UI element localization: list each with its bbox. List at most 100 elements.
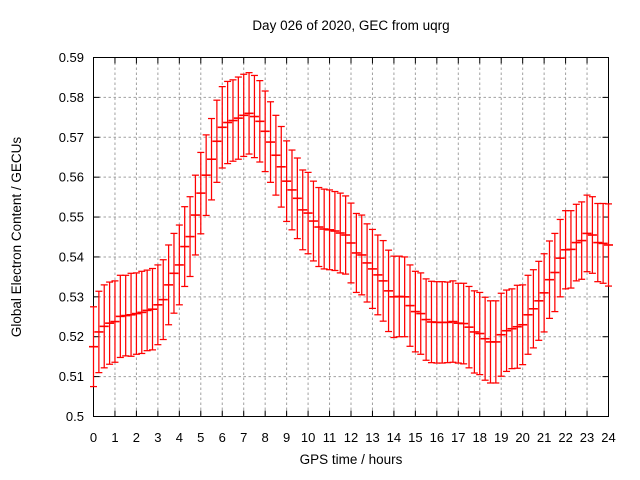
error-bar xyxy=(260,90,270,173)
error-bar xyxy=(539,253,549,333)
error-bar xyxy=(480,296,490,381)
error-bar xyxy=(89,306,98,388)
error-bar xyxy=(587,196,597,274)
error-bar xyxy=(502,289,512,373)
x-tick-label: 9 xyxy=(283,430,290,445)
error-bar xyxy=(384,249,394,333)
error-bar xyxy=(577,201,587,280)
x-tick-label: 16 xyxy=(430,430,444,445)
error-bar xyxy=(110,280,120,363)
error-bar xyxy=(233,76,243,160)
y-tick-label: 0.55 xyxy=(59,210,84,225)
error-bar xyxy=(410,270,420,353)
x-tick-label: 14 xyxy=(387,430,401,445)
error-bar xyxy=(249,74,259,159)
error-bar xyxy=(604,203,613,287)
x-tick-label: 15 xyxy=(408,430,422,445)
error-bar xyxy=(228,79,238,162)
error-bar xyxy=(464,285,474,369)
error-bar xyxy=(512,284,522,369)
error-bar xyxy=(164,244,174,326)
error-bar xyxy=(292,157,302,240)
error-bar xyxy=(196,151,206,235)
error-bar xyxy=(239,73,249,158)
y-tick-label: 0.52 xyxy=(59,329,84,344)
error-bar xyxy=(523,274,533,355)
error-bar xyxy=(357,214,367,296)
error-bar xyxy=(555,218,565,298)
error-bar xyxy=(174,224,184,306)
error-bar xyxy=(330,190,340,272)
x-tick-label: 22 xyxy=(558,430,572,445)
error-bar xyxy=(378,239,388,322)
y-tick-label: 0.5 xyxy=(66,409,84,424)
y-tick-label: 0.56 xyxy=(59,170,84,185)
error-bar xyxy=(207,117,217,201)
y-axis-label: Global Electron Content / GECUs xyxy=(9,137,24,338)
error-bar xyxy=(421,278,431,361)
error-bar xyxy=(598,202,608,284)
error-bar xyxy=(362,223,372,303)
error-bar xyxy=(303,171,313,255)
error-bar xyxy=(507,288,517,370)
y-tick-label: 0.51 xyxy=(59,369,84,384)
error-bar xyxy=(94,290,104,374)
error-bar xyxy=(571,203,581,282)
x-tick-label: 7 xyxy=(240,430,247,445)
x-tick-label: 23 xyxy=(580,430,594,445)
error-bar xyxy=(496,292,506,377)
error-bar xyxy=(169,232,179,314)
x-tick-label: 0 xyxy=(90,430,97,445)
x-tick-label: 11 xyxy=(323,430,337,445)
x-tick-label: 1 xyxy=(111,430,118,445)
error-bar xyxy=(528,269,538,349)
x-tick-label: 20 xyxy=(515,430,529,445)
error-bar xyxy=(298,169,308,251)
chart-title: Day 026 of 2020, GEC from uqrg xyxy=(252,18,449,33)
x-tick-label: 21 xyxy=(537,430,551,445)
error-bar xyxy=(223,80,233,165)
error-bar xyxy=(99,284,109,369)
error-bar xyxy=(367,228,377,310)
x-tick-label: 17 xyxy=(451,430,465,445)
error-bar xyxy=(126,272,136,357)
error-bar xyxy=(550,232,560,313)
x-tick-label: 8 xyxy=(262,430,269,445)
axes-layer: 0 1 2 3 4 5 6 7 8 9 10 11 12 13 14 15 16 17 18 19 20 21 22 23 24… xyxy=(59,50,616,445)
error-bar xyxy=(341,195,351,275)
x-tick-label: 12 xyxy=(344,430,358,445)
error-bar xyxy=(217,85,227,169)
error-bar xyxy=(405,264,415,347)
error-bar xyxy=(448,280,458,363)
error-bar xyxy=(582,194,592,273)
error-bar xyxy=(335,192,345,274)
error-bar xyxy=(400,256,410,338)
error-bar xyxy=(105,281,115,365)
error-bar xyxy=(212,99,222,183)
x-tick-label: 3 xyxy=(154,430,161,445)
error-bar xyxy=(325,189,335,271)
error-bar xyxy=(534,260,544,341)
error-bar xyxy=(346,202,356,284)
error-bar xyxy=(276,125,286,208)
x-axis-label: GPS time / hours xyxy=(300,452,403,467)
y-tick-label: 0.57 xyxy=(59,130,84,145)
error-bar xyxy=(544,240,554,319)
error-bar xyxy=(416,272,426,355)
y-tick-label: 0.54 xyxy=(59,249,84,264)
error-bar xyxy=(180,206,190,288)
error-bar xyxy=(255,80,265,163)
error-bar xyxy=(142,269,152,352)
error-bar xyxy=(282,140,292,223)
error-bar-series xyxy=(89,72,613,388)
x-tick-label: 5 xyxy=(197,430,204,445)
error-bar xyxy=(137,270,147,355)
y-tick-label: 0.58 xyxy=(59,90,84,105)
x-tick-label: 13 xyxy=(365,430,379,445)
error-bar xyxy=(314,186,324,268)
error-bar xyxy=(271,114,281,196)
error-bar xyxy=(459,282,469,365)
x-tick-label: 18 xyxy=(473,430,487,445)
